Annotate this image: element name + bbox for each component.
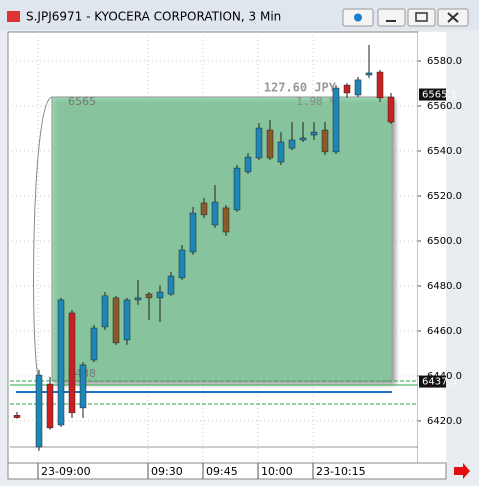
candle-body: [145, 293, 153, 299]
candle-body: [178, 249, 186, 279]
candle-body: [123, 299, 131, 341]
candle-body: [332, 87, 340, 153]
candle-body: [277, 141, 285, 163]
measure-arc: [33, 96, 53, 382]
y-tick-label: 6500.0: [427, 236, 462, 247]
y-tick-label: 6540.0: [427, 146, 462, 157]
x-tick-label: 09:45: [206, 465, 238, 478]
y-tick-label: 6580.0: [427, 56, 462, 67]
price-tag-label: 6565.1: [422, 90, 457, 101]
candle-body: [90, 327, 98, 361]
candle-body: [299, 137, 307, 141]
candle-body: [134, 297, 142, 301]
candle-body: [57, 299, 65, 426]
candle-body: [222, 207, 230, 233]
candle-body: [211, 201, 219, 226]
candle-body: [266, 129, 274, 159]
y-tick-label: 6520.0: [427, 191, 462, 202]
candle-body: [233, 167, 241, 211]
measure-end: 6565: [68, 95, 96, 108]
candle-body: [101, 295, 109, 328]
x-tick-label: 10:00: [261, 465, 293, 478]
candle-body: [35, 374, 43, 448]
x-tick-label: 23-10:15: [316, 465, 366, 478]
minimize-button[interactable]: [377, 8, 406, 27]
axes: 6420.06440.06460.06480.06500.06520.06540…: [37, 56, 462, 479]
maximize-icon: [415, 12, 428, 22]
candle-body: [167, 275, 175, 295]
measure-percent: 1.98 %: [296, 95, 336, 108]
x-tick-label: 23-09:00: [41, 465, 91, 478]
candle-body: [200, 202, 208, 216]
y-tick-label: 6560.0: [427, 101, 462, 112]
candle-body: [354, 79, 362, 96]
candle-body: [343, 84, 351, 94]
app-icon: [7, 11, 20, 22]
y-tick-label: 6420.0: [427, 416, 462, 427]
link-icon: [354, 13, 362, 22]
candle-body: [189, 212, 197, 253]
price-tag: [419, 88, 446, 101]
maximize-button[interactable]: [407, 8, 436, 27]
candle-body: [46, 383, 54, 429]
candle-body: [387, 96, 395, 123]
close-icon: [447, 12, 459, 23]
candle-body: [321, 129, 329, 153]
candle-body: [244, 156, 252, 173]
window-title: S.JPJ6971 - KYOCERA CORPORATION, 3 Min: [26, 10, 281, 24]
measure-box: [51, 96, 393, 382]
candles: [13, 45, 395, 451]
candle-body: [376, 71, 384, 99]
candle-body: [310, 131, 318, 136]
candle-body: [13, 415, 21, 418]
y-tick-label: 6480.0: [427, 281, 462, 292]
price-axis: [418, 32, 446, 463]
candle-body: [255, 127, 263, 159]
price-tag-label: 6437.5: [422, 377, 457, 388]
candle-body: [68, 312, 76, 414]
x-tick-label: 09:30: [151, 465, 183, 478]
candle-body: [365, 72, 373, 76]
candle-body: [288, 139, 296, 149]
candle-body: [79, 364, 87, 409]
candle-body: [156, 291, 164, 299]
scroll-arrow[interactable]: [454, 463, 470, 479]
price-tag: [419, 375, 446, 388]
measure-change: 127.60 JPY: [264, 81, 337, 95]
y-tick-label: 6460.0: [427, 326, 462, 337]
time-axis: [7, 462, 447, 480]
candle-body: [112, 297, 120, 344]
